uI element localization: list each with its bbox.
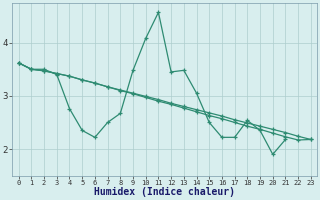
X-axis label: Humidex (Indice chaleur): Humidex (Indice chaleur) [94,187,235,197]
